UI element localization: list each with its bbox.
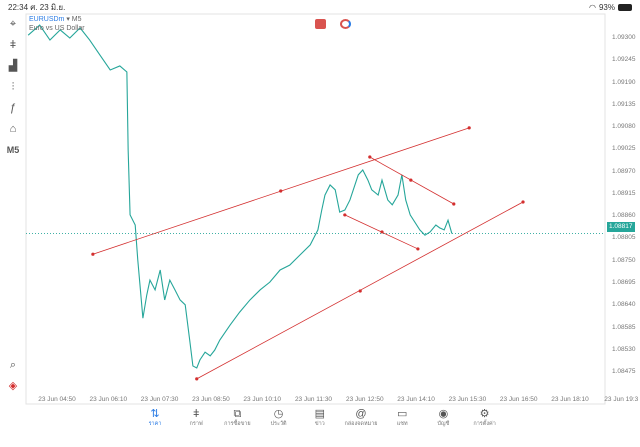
nav-item[interactable]: ⇅ ราคา	[135, 407, 175, 428]
trendline-1-handle-1	[358, 289, 362, 293]
battery-level: 93%	[598, 2, 615, 12]
time-tick-label: 23 Jun 11:30	[294, 396, 333, 403]
history-clock-icon: ◷	[273, 408, 284, 420]
nav-item-label: กล่องจดหมาย	[344, 421, 378, 427]
quotes-arrows-icon: ⇅	[150, 408, 160, 420]
trendline-3-handle-1	[380, 230, 384, 234]
trendline-1-handle-0	[195, 377, 199, 381]
time-tick-label: 23 Jun 18:10	[551, 396, 589, 403]
trade-chart-icon: ⧉	[233, 408, 242, 420]
shapes-icon[interactable]: ⌂	[9, 123, 17, 135]
price-tick-label: 1.08970	[612, 167, 636, 175]
nav-item-label: แชท	[396, 421, 408, 427]
price-tick-label: 1.08530	[612, 345, 636, 353]
current-price-label: 1.08817	[607, 222, 635, 232]
trendline-2-handle-1	[409, 178, 413, 182]
search-chart-icon[interactable]: ⌕	[9, 359, 17, 371]
crosshair-icon[interactable]: ⌖	[9, 18, 17, 30]
chat-icon: ▭	[396, 408, 408, 420]
nav-item[interactable]: ▭ แชท	[382, 407, 422, 428]
price-tick-label: 1.09245	[612, 56, 636, 64]
nav-item[interactable]: ◷ ประวัติ	[259, 407, 299, 428]
price-tick-label: 1.09080	[612, 123, 636, 131]
nav-item[interactable]: ◉ บัญชี	[423, 407, 463, 428]
price-tick-label: 1.09300	[612, 34, 636, 41]
price-series-line	[27, 24, 453, 369]
symbol-selector[interactable]: EURUSDm ▾ M5	[29, 16, 82, 23]
nav-item[interactable]: ǂ กราฟ	[176, 407, 216, 428]
wifi-icon: ◠	[589, 2, 596, 12]
price-tick-label: 1.09025	[612, 145, 636, 153]
nav-item[interactable]: ⚙ การตั้งค่า	[465, 407, 505, 428]
mailbox-at-icon: @	[355, 408, 367, 420]
time-tick-label: 23 Jun 07:30	[140, 396, 179, 403]
trendline-0-handle-1	[279, 189, 283, 193]
chart-candles-icon: ǂ	[192, 408, 200, 420]
symbol-timeframe: M5	[71, 16, 82, 23]
price-tick-label: 1.08475	[612, 368, 636, 376]
broker-logo-icon[interactable]: ◈	[8, 380, 18, 392]
settings-sliders-icon[interactable]: ⫶	[11, 81, 15, 93]
price-tick-label: 1.08915	[612, 189, 636, 197]
time-tick-label: 23 Jun 12:50	[346, 396, 384, 403]
nav-item-label: ราคา	[148, 421, 162, 427]
trendline-2-handle-0	[368, 155, 372, 159]
status-time: 22:34	[8, 2, 29, 12]
trendline-0-handle-0	[91, 252, 95, 256]
signal-icon[interactable]	[340, 19, 351, 29]
time-tick-label: 23 Jun 16:50	[499, 396, 538, 403]
price-tick-label: 1.08585	[612, 323, 636, 331]
price-tick-label: 1.09190	[612, 78, 636, 86]
indicators-icon[interactable]: ▟	[8, 60, 18, 72]
nav-item-label: ข่าว	[314, 421, 325, 427]
nav-item-label: ประวัติ	[270, 421, 287, 427]
time-tick-label: 23 Jun 04:50	[38, 396, 76, 403]
status-date: ศ. 23 มิ.ย.	[30, 2, 66, 12]
status-bar: 22:34 ศ. 23 มิ.ย. ◠ 93%	[0, 0, 640, 14]
trendline-3-handle-0	[343, 213, 347, 217]
left-toolbar: ⌖ ǂ ▟ ⫶ ƒ ⌂ M5 ⌕ ◈	[0, 14, 26, 404]
trendline-1-handle-2	[521, 200, 525, 204]
function-icon[interactable]: ƒ	[9, 102, 17, 114]
nav-item[interactable]: ⧉ การซื้อขาย	[217, 407, 257, 428]
time-tick-label: 23 Jun 10:10	[243, 396, 281, 403]
symbol-name[interactable]: EURUSDm	[29, 16, 65, 23]
trendline-0-handle-2	[467, 126, 471, 130]
settings-gear-icon: ⚙	[479, 408, 490, 420]
timeframe-button[interactable]: M5	[6, 145, 20, 155]
time-tick-label: 23 Jun 14:10	[397, 396, 435, 403]
time-tick-label: 23 Jun 08:50	[192, 396, 230, 403]
price-tick-label: 1.08750	[612, 256, 636, 264]
price-tick-label: 1.08640	[612, 301, 636, 309]
nav-item[interactable]: @ กล่องจดหมาย	[341, 407, 381, 428]
nav-item-label: บัญชี	[437, 421, 450, 427]
time-tick-label: 23 Jun 19:3	[604, 396, 639, 403]
chart-frame	[25, 13, 606, 405]
candlestick-icon[interactable]: ǂ	[9, 39, 17, 51]
nav-item-label: การตั้งค่า	[473, 421, 496, 427]
price-tick-label: 1.08695	[612, 278, 636, 286]
news-icon: ▤	[314, 408, 325, 420]
time-tick-label: 23 Jun 15:30	[448, 396, 487, 403]
account-icon: ◉	[438, 408, 449, 420]
price-tick-label: 1.08805	[612, 234, 636, 242]
nav-item-label: กราฟ	[189, 421, 203, 427]
symbol-description: Euro vs US Dollar	[29, 25, 85, 32]
price-tick-label: 1.08860	[612, 212, 636, 220]
trendline-3-handle-2	[416, 247, 420, 251]
time-tick-label: 23 Jun 06:10	[89, 396, 128, 403]
battery-icon	[618, 3, 632, 11]
nav-item[interactable]: ▤ ข่าว	[300, 407, 340, 428]
trendline-2-handle-2	[452, 202, 456, 206]
one-click-trading-icon[interactable]	[315, 19, 326, 29]
nav-item-label: การซื้อขาย	[224, 421, 251, 427]
price-tick-label: 1.09135	[612, 100, 636, 108]
